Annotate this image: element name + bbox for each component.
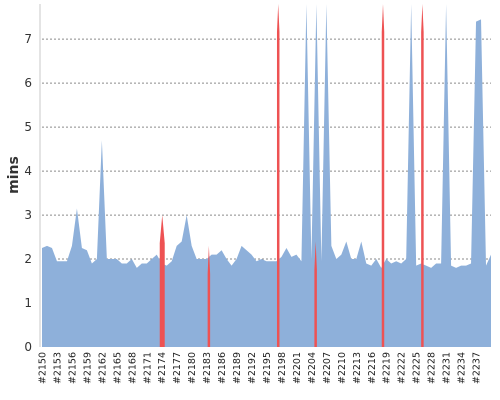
x-tick-label: #2162 — [97, 352, 108, 384]
x-tick-label: #2183 — [202, 352, 213, 384]
x-tick-label: #2180 — [187, 352, 198, 384]
x-tick-label: #2165 — [112, 352, 123, 384]
x-tick-label: #2219 — [382, 352, 393, 384]
highlight-bar — [421, 4, 424, 347]
x-tick-label: #2237 — [472, 352, 483, 384]
area-series — [42, 4, 491, 347]
y-tick-label: 0 — [24, 340, 32, 354]
highlight-bar — [159, 215, 165, 347]
y-axis-label: mins — [6, 156, 22, 194]
x-tick-label: #2231 — [442, 352, 453, 384]
x-tick-label: #2234 — [457, 352, 468, 384]
x-ticks: #2150 #2153 #2156 #2159 #2162 #2165 #2168 #2171… — [38, 352, 483, 384]
x-tick-label: #2192 — [247, 352, 258, 384]
y-tick-label: 1 — [24, 296, 32, 310]
y-tick-label: 6 — [24, 76, 32, 90]
x-tick-label: #2216 — [367, 352, 378, 384]
y-tick-label: 4 — [24, 164, 32, 178]
x-tick-label: #2189 — [232, 352, 243, 384]
x-tick-label: #2204 — [307, 352, 318, 384]
y-ticks: 0 1 2 3 4 5 6 7 — [24, 32, 32, 354]
y-tick-label: 3 — [24, 208, 32, 222]
y-tick-label: 5 — [24, 120, 32, 134]
x-tick-label: #2198 — [277, 352, 288, 384]
x-tick-label: #2150 — [38, 352, 49, 384]
y-tick-label: 7 — [24, 32, 32, 46]
x-tick-label: #2186 — [217, 352, 228, 384]
x-tick-label: #2159 — [82, 352, 93, 384]
highlight-bar — [276, 4, 280, 347]
x-tick-label: #2228 — [427, 352, 438, 384]
area-fill — [42, 4, 491, 347]
y-tick-label: 2 — [24, 252, 32, 266]
highlight-bar — [381, 4, 385, 347]
x-tick-label: #2174 — [157, 352, 168, 384]
x-tick-label: #2153 — [53, 352, 64, 384]
x-tick-label: #2177 — [172, 352, 183, 384]
x-tick-label: #2222 — [397, 352, 408, 384]
x-tick-label: #2195 — [262, 352, 273, 384]
x-tick-label: #2207 — [322, 352, 333, 384]
x-tick-label: #2210 — [337, 352, 348, 384]
highlight-bar — [314, 241, 317, 347]
x-tick-label: #2168 — [127, 352, 138, 384]
x-tick-label: #2171 — [142, 352, 153, 384]
x-tick-label: #2156 — [67, 352, 78, 384]
x-tick-label: #2225 — [412, 352, 423, 384]
highlight-bar — [207, 245, 211, 347]
highlight-series — [159, 4, 424, 347]
x-tick-label: #2201 — [292, 352, 303, 384]
x-tick-label: #2213 — [352, 352, 363, 384]
